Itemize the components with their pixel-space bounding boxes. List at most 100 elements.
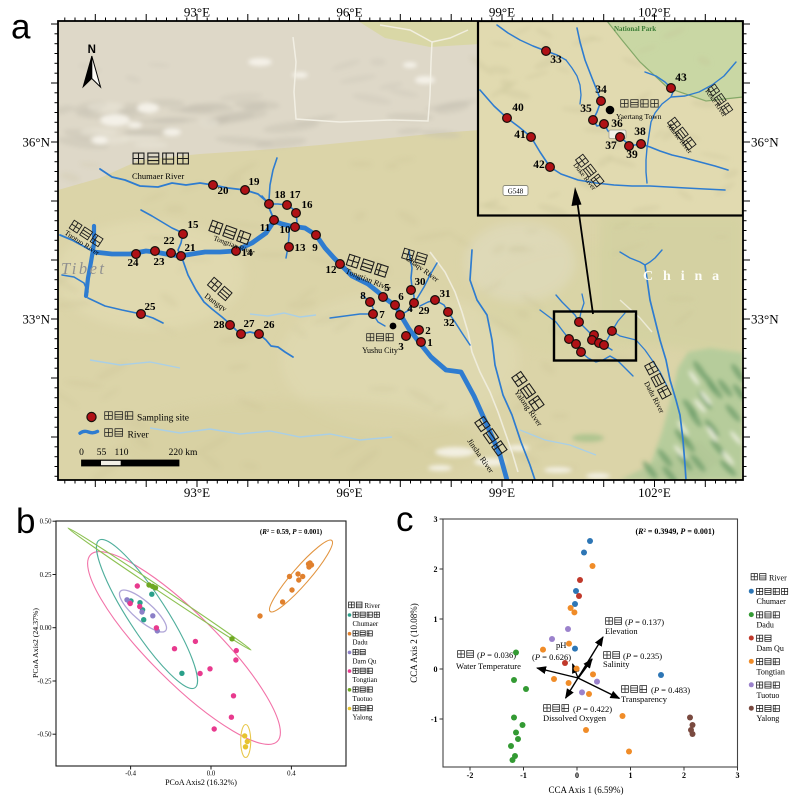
svg-text:0.50: 0.50 xyxy=(40,519,52,526)
svg-text:(P = 0.235): (P = 0.235) xyxy=(623,651,662,661)
svg-text:33°N: 33°N xyxy=(751,312,779,327)
svg-text:5: 5 xyxy=(384,282,390,294)
svg-text:99°E: 99°E xyxy=(489,5,515,20)
svg-text:40: 40 xyxy=(512,102,524,114)
svg-text:36: 36 xyxy=(611,118,623,130)
svg-text:(R² = 0.59, P = 0.001): (R² = 0.59, P = 0.001) xyxy=(260,528,323,536)
svg-text:93°E: 93°E xyxy=(184,5,210,20)
svg-text:55: 55 xyxy=(97,448,107,458)
svg-text:CCA Axis 1 (6.59%): CCA Axis 1 (6.59%) xyxy=(548,785,623,795)
svg-text:Transparency: Transparency xyxy=(621,694,668,704)
svg-text:Chumaer: Chumaer xyxy=(757,597,787,606)
svg-text:37: 37 xyxy=(605,140,617,152)
svg-text:CCA Axis 2 (10.08%): CCA Axis 2 (10.08%) xyxy=(409,603,419,683)
svg-text:0.4: 0.4 xyxy=(287,771,296,778)
svg-text:River: River xyxy=(769,574,787,583)
svg-text:4: 4 xyxy=(407,303,413,315)
svg-text:31: 31 xyxy=(440,288,451,300)
svg-text:Tuotuo: Tuotuo xyxy=(757,691,780,700)
svg-text:14: 14 xyxy=(242,247,254,259)
svg-text:7: 7 xyxy=(379,309,385,321)
svg-text:PCoA Axis2 (24.37%): PCoA Axis2 (24.37%) xyxy=(31,608,40,678)
svg-text:Chumaer River: Chumaer River xyxy=(132,171,184,181)
svg-text:River: River xyxy=(365,602,381,610)
svg-text:C h i n a: C h i n a xyxy=(643,269,722,284)
svg-text:(R² = 0.3949, P = 0.001): (R² = 0.3949, P = 0.001) xyxy=(635,527,714,536)
svg-text:11: 11 xyxy=(260,222,270,234)
svg-text:0.25: 0.25 xyxy=(40,572,52,579)
svg-text:35: 35 xyxy=(580,103,592,115)
svg-text:18: 18 xyxy=(275,189,287,201)
svg-text:99°E: 99°E xyxy=(489,485,515,500)
svg-text:Tibet: Tibet xyxy=(61,259,107,278)
svg-text:1: 1 xyxy=(434,615,438,624)
svg-text:29: 29 xyxy=(419,305,431,317)
svg-text:3: 3 xyxy=(434,515,438,524)
svg-text:Dam Qu: Dam Qu xyxy=(757,644,784,653)
svg-text:43: 43 xyxy=(675,72,687,84)
svg-text:-0.4: -0.4 xyxy=(125,771,136,778)
svg-text:0: 0 xyxy=(434,665,438,674)
svg-text:Water Temperature: Water Temperature xyxy=(456,661,521,671)
svg-text:38: 38 xyxy=(634,126,646,138)
svg-text:8: 8 xyxy=(360,290,366,302)
svg-text:39: 39 xyxy=(626,149,638,161)
svg-text:pH: pH xyxy=(556,640,566,650)
svg-text:c: c xyxy=(396,500,414,539)
svg-text:10: 10 xyxy=(280,224,292,236)
svg-text:Dadu: Dadu xyxy=(353,639,369,647)
svg-text:(P = 0.137): (P = 0.137) xyxy=(625,617,664,627)
svg-text:G548: G548 xyxy=(508,187,524,195)
svg-text:PCoA Axis2 (16.32%): PCoA Axis2 (16.32%) xyxy=(165,778,237,787)
svg-text:102°E: 102°E xyxy=(638,485,671,500)
svg-text:River: River xyxy=(128,431,150,441)
svg-text:15: 15 xyxy=(188,219,200,231)
svg-text:-1: -1 xyxy=(431,715,438,724)
svg-text:23: 23 xyxy=(154,256,166,268)
svg-text:b: b xyxy=(16,502,35,541)
svg-text:3: 3 xyxy=(736,771,740,780)
svg-text:0: 0 xyxy=(79,448,84,458)
svg-text:13: 13 xyxy=(295,242,307,254)
svg-text:(P = 0.036): (P = 0.036) xyxy=(477,650,516,660)
svg-text:0: 0 xyxy=(575,771,579,780)
svg-text:96°E: 96°E xyxy=(336,485,362,500)
svg-text:Dam Qu: Dam Qu xyxy=(353,657,377,665)
svg-text:33°N: 33°N xyxy=(22,312,50,327)
svg-text:28: 28 xyxy=(214,319,226,331)
svg-text:1: 1 xyxy=(427,337,433,349)
svg-text:Chumaer: Chumaer xyxy=(353,620,379,628)
svg-text:-0.50: -0.50 xyxy=(37,732,52,739)
svg-text:30: 30 xyxy=(415,276,427,288)
svg-text:Yalong: Yalong xyxy=(757,714,780,723)
svg-text:Tuotuo: Tuotuo xyxy=(353,695,373,703)
svg-text:96°E: 96°E xyxy=(336,5,362,20)
svg-text:22: 22 xyxy=(164,235,176,247)
svg-text:17: 17 xyxy=(290,189,302,201)
svg-text:Sampling site: Sampling site xyxy=(137,414,189,424)
svg-text:27: 27 xyxy=(244,318,256,330)
svg-text:36°N: 36°N xyxy=(22,135,50,150)
svg-text:12: 12 xyxy=(326,264,338,276)
svg-text:2: 2 xyxy=(682,771,686,780)
svg-text:Dadu: Dadu xyxy=(757,621,774,630)
svg-text:102°E: 102°E xyxy=(638,5,671,20)
svg-text:Elevation: Elevation xyxy=(605,626,638,636)
svg-text:a: a xyxy=(11,8,31,47)
svg-text:Yushu City: Yushu City xyxy=(362,346,398,355)
svg-text:(P = 0.626): (P = 0.626) xyxy=(532,652,571,662)
svg-text:Yaertang Town: Yaertang Town xyxy=(616,112,662,121)
svg-text:25: 25 xyxy=(145,301,157,313)
svg-text:34: 34 xyxy=(595,84,607,96)
svg-text:2: 2 xyxy=(434,565,438,574)
svg-text:1: 1 xyxy=(629,771,633,780)
svg-text:3: 3 xyxy=(398,341,404,353)
svg-text:21: 21 xyxy=(185,242,196,254)
svg-text:-1: -1 xyxy=(520,771,527,780)
svg-text:36°N: 36°N xyxy=(751,135,779,150)
svg-text:Dissolved Oxygen: Dissolved Oxygen xyxy=(543,713,607,723)
svg-text:N: N xyxy=(88,44,96,56)
svg-text:(P = 0.483): (P = 0.483) xyxy=(651,685,690,695)
svg-text:(P = 0.422): (P = 0.422) xyxy=(573,704,612,714)
svg-text:0.0: 0.0 xyxy=(207,771,216,778)
